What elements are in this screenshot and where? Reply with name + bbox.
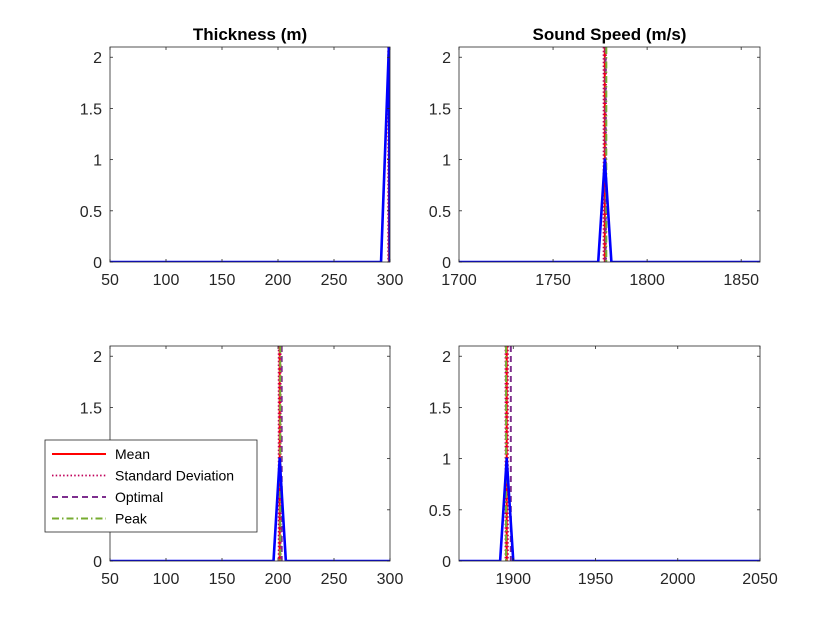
x-tick-label: 50 xyxy=(101,272,119,289)
x-tick-label: 1950 xyxy=(578,571,614,588)
x-tick-label: 300 xyxy=(377,272,404,289)
x-tick-label: 1750 xyxy=(535,272,571,289)
y-tick-label: 0 xyxy=(93,255,102,272)
legend-label-peak: Peak xyxy=(115,511,148,527)
x-tick-label: 200 xyxy=(265,571,292,588)
y-tick-label: 1 xyxy=(442,153,451,170)
subplot-2: 1700 1750 1800 1850 0 0.5 1 1.5 2 Sound Speed (m/… xyxy=(429,25,761,289)
y-tick-label: 0.5 xyxy=(80,204,102,221)
y-tick-label: 1.5 xyxy=(80,400,102,417)
axes-background xyxy=(110,47,390,262)
x-tick-label: 1850 xyxy=(723,272,759,289)
x-tick-label: 2000 xyxy=(660,571,696,588)
x-tick-label: 300 xyxy=(377,571,404,588)
y-tick-label: 1.5 xyxy=(429,101,451,118)
y-tick-label: 0.5 xyxy=(429,503,451,520)
y-tick-label: 0 xyxy=(93,554,102,571)
legend-label-mean: Mean xyxy=(115,446,150,462)
y-tick-label: 0 xyxy=(442,255,451,272)
legend: Mean Standard Deviation Optimal Peak xyxy=(44,439,258,533)
y-tick-label: 0.5 xyxy=(429,204,451,221)
plot-area xyxy=(459,346,760,561)
legend-box xyxy=(44,439,258,533)
subplot-title: Thickness (m) xyxy=(193,25,307,44)
x-tick-label: 150 xyxy=(209,272,236,289)
axes-frame xyxy=(458,345,761,562)
x-tick-label: 200 xyxy=(265,272,292,289)
y-tick-label: 1.5 xyxy=(80,101,102,118)
plot-area xyxy=(110,346,390,561)
y-tick-label: 1.5 xyxy=(429,400,451,417)
distribution-series xyxy=(459,457,760,561)
distribution-series xyxy=(459,158,760,262)
y-tick-label: 1 xyxy=(442,452,451,469)
x-tick-label: 250 xyxy=(321,272,348,289)
subplot-4: 1900 1950 2000 2050 0 0.5 1 1.5 2 xyxy=(429,345,778,588)
x-tick-label: 100 xyxy=(153,571,180,588)
x-tick-label: 100 xyxy=(153,272,180,289)
x-tick-label: 1900 xyxy=(495,571,531,588)
axes-frame xyxy=(109,46,391,263)
legend-label-std: Standard Deviation xyxy=(115,468,234,484)
subplot-title: Sound Speed (m/s) xyxy=(533,25,687,44)
x-tick-label: 1800 xyxy=(629,272,665,289)
x-tick-label: 250 xyxy=(321,571,348,588)
y-tick-label: 2 xyxy=(442,349,451,366)
distribution-series xyxy=(110,47,390,262)
y-tick-label: 2 xyxy=(93,349,102,366)
x-tick-label: 150 xyxy=(209,571,236,588)
axes-background xyxy=(459,346,760,561)
distribution-series xyxy=(110,457,390,561)
y-tick-label: 2 xyxy=(93,50,102,67)
axes-frame xyxy=(458,46,761,263)
y-tick-label: 0 xyxy=(442,554,451,571)
legend-label-optimal: Optimal xyxy=(115,489,163,505)
x-tick-label: 50 xyxy=(101,571,119,588)
subplot-1: 50 100 150 200 250 300 0 0.5 1 1.5 2 Thickness (m) xyxy=(80,25,404,289)
y-tick-label: 1 xyxy=(93,153,102,170)
y-tick-label: 2 xyxy=(442,50,451,67)
x-tick-label: 2050 xyxy=(742,571,778,588)
plot-area xyxy=(459,47,760,262)
x-tick-label: 1700 xyxy=(441,272,477,289)
